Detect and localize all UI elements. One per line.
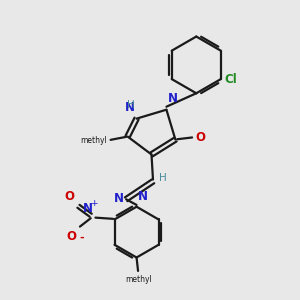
Text: N: N — [125, 101, 135, 114]
Text: N: N — [138, 190, 148, 202]
Text: N: N — [114, 192, 124, 205]
Text: methyl: methyl — [80, 136, 107, 145]
Text: -: - — [79, 232, 84, 243]
Text: O: O — [66, 230, 76, 243]
Text: O: O — [195, 131, 205, 144]
Text: H: H — [159, 173, 167, 183]
Text: O: O — [65, 190, 75, 203]
Text: +: + — [91, 199, 98, 208]
Text: H: H — [127, 100, 135, 110]
Text: N: N — [168, 92, 178, 105]
Text: methyl: methyl — [126, 275, 152, 284]
Text: N: N — [83, 202, 93, 215]
Text: Cl: Cl — [224, 73, 237, 85]
